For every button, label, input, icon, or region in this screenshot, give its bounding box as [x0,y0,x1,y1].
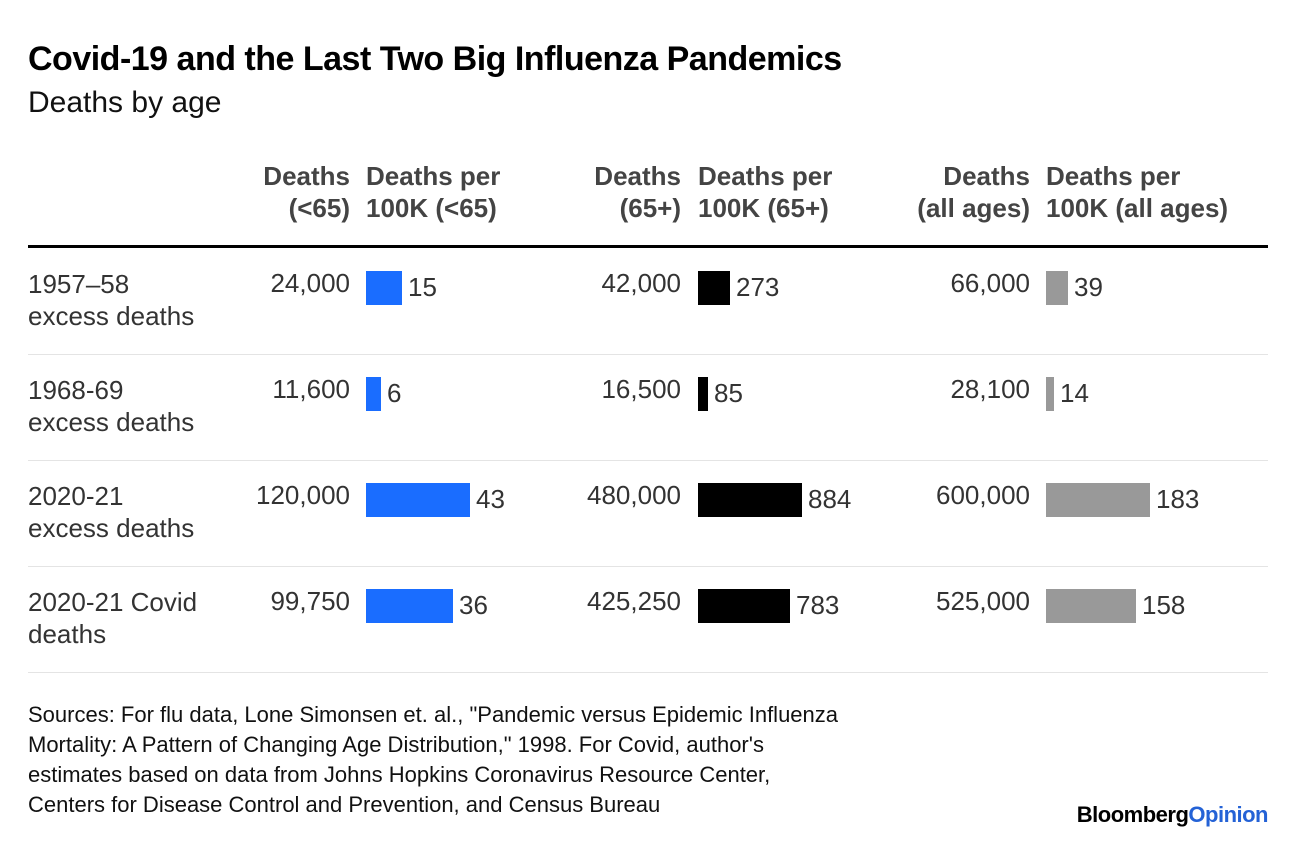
rate-value: 36 [459,590,488,620]
rate-value: 783 [796,590,840,620]
rate-value: 14 [1060,378,1089,408]
rate-value: 158 [1142,590,1186,620]
row-label: 2020-21 excess deaths [28,481,195,543]
rate-value: 884 [808,484,852,514]
rate-value: 183 [1156,484,1200,514]
deaths-value: 600,000 [936,480,1030,510]
rate-value: 39 [1074,272,1103,302]
deaths-value: 99,750 [270,586,350,616]
header-rate-65-plus: Deaths per 100K (65+) [698,161,833,223]
rate-bar [698,271,730,305]
rate-bar [1046,377,1054,411]
header-rate-all-ages: Deaths per 100K (all ages) [1046,161,1229,223]
rate-bar [698,483,802,517]
row-label: 2020-21 Covid deaths [28,587,198,649]
deaths-value: 66,000 [950,268,1030,298]
rate-bar [1046,589,1136,623]
rate-value: 273 [736,272,780,302]
chart-title: Covid-19 and the Last Two Big Influenza … [28,40,842,78]
header-rule [28,245,1268,248]
rate-bar [366,377,381,411]
deaths-value: 42,000 [601,268,681,298]
rate-value: 43 [476,484,505,514]
row-separator [28,460,1268,461]
deaths-value: 480,000 [587,480,681,510]
rate-bar [366,589,453,623]
rate-value: 6 [387,378,402,408]
deaths-value: 11,600 [272,374,350,404]
sources-note: Sources: For flu data, Lone Simonsen et.… [28,702,839,817]
deaths-value: 16,500 [601,374,681,404]
rate-bar [698,589,790,623]
row-label: 1957–58 excess deaths [28,269,195,331]
rate-bar [366,483,470,517]
header-rate-under-65: Deaths per 100K (<65) [366,161,501,223]
rate-bar [1046,483,1150,517]
row-label: 1968-69 excess deaths [28,375,195,437]
deaths-value: 525,000 [936,586,1030,616]
rate-value: 85 [714,378,743,408]
header-deaths-65-plus: Deaths (65+) [594,161,681,223]
rate-value: 15 [408,272,437,302]
rate-bar [698,377,708,411]
row-separator [28,354,1268,355]
deaths-value: 120,000 [256,480,350,510]
deaths-value: 24,000 [270,268,350,298]
rate-bar [1046,271,1068,305]
deaths-value: 28,100 [950,374,1030,404]
row-separator [28,566,1268,567]
deaths-value: 425,250 [587,586,681,616]
header-deaths-all-ages: Deaths (all ages) [917,161,1030,223]
rate-bar [366,271,402,305]
header-deaths-under-65: Deaths (<65) [263,161,350,223]
bloomberg-opinion-logo: BloombergOpinion [1076,802,1269,827]
chart-subtitle: Deaths by age [28,86,222,119]
row-separator [28,672,1268,673]
